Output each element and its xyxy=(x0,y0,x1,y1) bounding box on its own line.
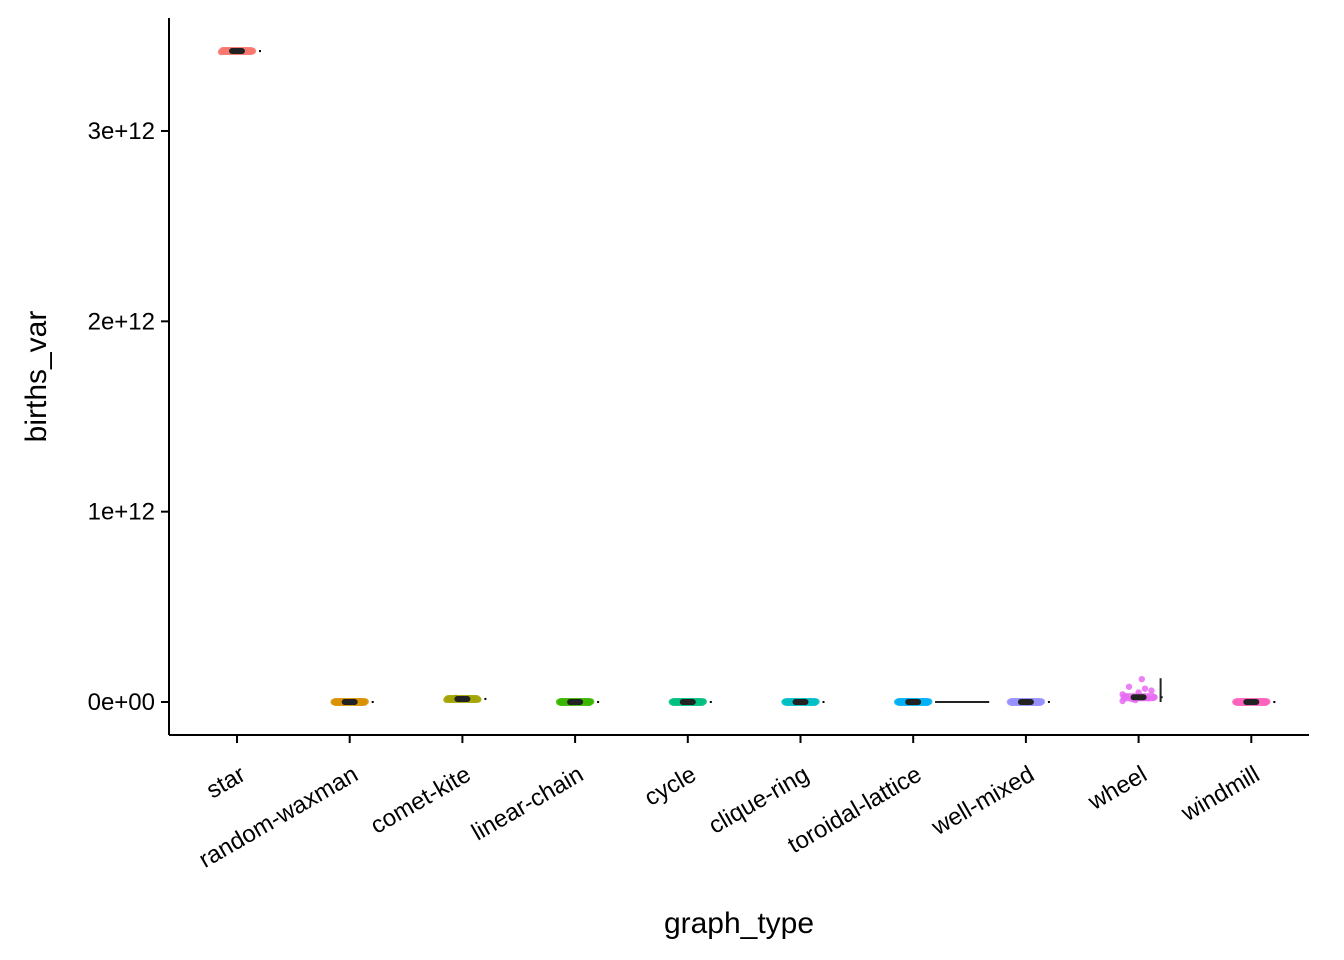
group-windmill xyxy=(1232,698,1276,706)
group-toroidal-lattice xyxy=(894,698,938,706)
point xyxy=(1135,689,1142,696)
x-tick-label: star xyxy=(202,761,250,804)
x-tick-label: linear-chain xyxy=(467,761,588,846)
y-tick-label: 1e+12 xyxy=(88,499,155,526)
point xyxy=(1119,697,1126,705)
point xyxy=(1119,691,1126,698)
data-marks xyxy=(217,47,1276,706)
point xyxy=(700,698,707,705)
x-tick-label: cycle xyxy=(640,761,701,812)
median-marker xyxy=(905,699,922,705)
group-clique-ring xyxy=(781,698,825,706)
point xyxy=(1141,685,1149,692)
group-wheel xyxy=(1119,675,1163,705)
x-tick-label: comet-kite xyxy=(366,761,475,840)
point xyxy=(1038,698,1046,705)
point xyxy=(475,696,482,703)
median-marker xyxy=(454,695,471,702)
group-cycle xyxy=(668,698,712,706)
group-star xyxy=(217,47,261,56)
point xyxy=(1148,687,1155,694)
x-tick-label: windmill xyxy=(1176,761,1264,828)
x-axis-title: graph_type xyxy=(664,907,814,940)
point xyxy=(926,698,933,705)
point xyxy=(1151,694,1158,701)
point xyxy=(813,698,820,705)
median-marker xyxy=(1017,699,1034,705)
group-linear-chain xyxy=(555,698,600,706)
point xyxy=(1125,683,1133,690)
y-tick-label: 0e+00 xyxy=(88,689,155,716)
median-marker xyxy=(792,699,809,705)
y-axis-title: births_var xyxy=(20,311,53,443)
group-comet-kite xyxy=(443,694,487,703)
x-tick-label: wheel xyxy=(1083,761,1152,816)
median-marker xyxy=(229,48,245,55)
group-random-waxman xyxy=(330,698,374,706)
point xyxy=(362,698,369,705)
point xyxy=(1145,694,1152,702)
median-marker xyxy=(1130,694,1147,701)
point xyxy=(1264,698,1271,705)
y-axis-ticks: 0e+00 1e+12 2e+12 3e+12 xyxy=(88,118,169,716)
point xyxy=(1138,675,1146,683)
median-marker xyxy=(567,699,584,705)
y-tick-label: 3e+12 xyxy=(88,118,155,145)
median-marker xyxy=(1243,699,1260,705)
point xyxy=(249,47,257,55)
point xyxy=(587,698,595,705)
median-marker xyxy=(679,699,696,705)
median-marker xyxy=(341,699,358,705)
x-tick-label: well-mixed xyxy=(926,761,1039,842)
y-tick-label: 2e+12 xyxy=(88,308,155,335)
group-well-mixed xyxy=(1006,698,1050,706)
